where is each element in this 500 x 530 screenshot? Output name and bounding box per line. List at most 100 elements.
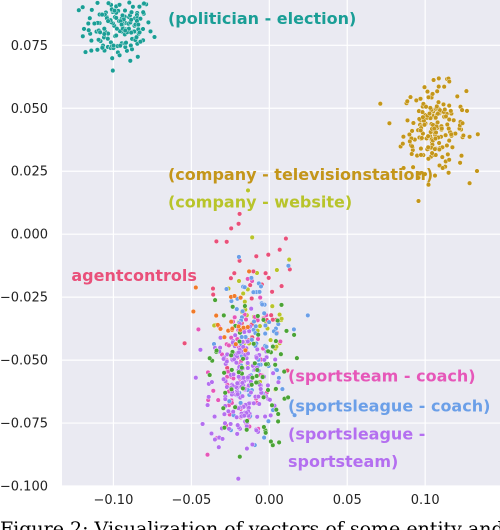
data-point [91, 21, 97, 27]
data-point [105, 0, 111, 6]
data-point [417, 171, 423, 177]
data-point [257, 289, 263, 295]
scatter-chart: (politician - election) (company - televi… [0, 0, 500, 508]
data-point [239, 334, 245, 340]
data-point [151, 34, 157, 40]
data-point [269, 303, 275, 309]
data-point [418, 152, 424, 158]
data-point [467, 180, 473, 186]
data-point [255, 336, 261, 342]
cluster-label: agentcontrols [71, 266, 197, 285]
data-point [249, 234, 255, 240]
data-point [231, 270, 237, 276]
data-point [231, 293, 237, 299]
data-point [268, 312, 274, 318]
data-point [242, 303, 248, 309]
series-points [207, 297, 300, 460]
data-point [221, 425, 227, 431]
data-point [249, 296, 255, 302]
data-point [240, 356, 246, 362]
data-point [273, 407, 279, 413]
data-point [116, 2, 122, 8]
data-point [213, 313, 219, 319]
series-points [377, 75, 481, 204]
data-point [261, 357, 267, 363]
data-point [279, 302, 285, 308]
data-point [214, 348, 220, 354]
data-point [228, 386, 234, 392]
data-point [258, 386, 264, 392]
data-point [193, 285, 199, 291]
data-point [459, 153, 465, 159]
data-point [141, 1, 147, 6]
data-point [240, 325, 246, 331]
data-point [441, 84, 447, 90]
data-point [257, 295, 263, 301]
data-point [219, 436, 225, 442]
data-point [436, 84, 442, 90]
data-point [274, 267, 280, 273]
data-point [284, 328, 290, 334]
data-point [407, 138, 413, 144]
data-point [433, 115, 439, 121]
data-point [147, 28, 153, 34]
data-point [222, 396, 228, 402]
data-point [253, 253, 259, 259]
data-point [206, 394, 212, 400]
data-point [279, 386, 285, 392]
data-point [117, 52, 123, 58]
data-point [221, 376, 227, 382]
data-point [226, 426, 232, 432]
data-point [236, 254, 242, 260]
data-point [82, 49, 88, 55]
data-point [418, 127, 424, 133]
data-point [239, 365, 245, 371]
data-point [261, 424, 267, 430]
data-point [80, 33, 86, 39]
data-point [305, 312, 311, 318]
data-point [244, 446, 250, 452]
data-point [449, 144, 455, 150]
data-point [423, 104, 429, 110]
data-point [446, 157, 452, 163]
data-point [254, 367, 260, 373]
data-point [226, 398, 232, 404]
data-point [247, 282, 253, 288]
data-point [128, 9, 134, 15]
y-tick-label: −0.100 [0, 480, 48, 495]
data-point [446, 170, 452, 176]
data-point [446, 126, 452, 132]
data-point [409, 128, 415, 134]
data-point [474, 168, 480, 174]
data-point [272, 357, 278, 363]
y-tick-label: 0.025 [11, 165, 48, 180]
data-point [235, 323, 241, 329]
data-point [224, 239, 230, 245]
data-point [234, 306, 240, 312]
data-point [263, 430, 269, 436]
data-point [283, 236, 289, 242]
data-point [452, 131, 458, 137]
data-point [242, 299, 248, 305]
data-point [267, 397, 273, 403]
data-point [193, 375, 199, 381]
data-point [207, 372, 213, 378]
data-point [212, 414, 218, 420]
data-point [463, 88, 469, 94]
data-point [221, 370, 227, 376]
data-point [232, 332, 238, 338]
data-point [229, 326, 235, 332]
data-point [250, 268, 256, 274]
y-tick-label: −0.050 [0, 354, 48, 369]
data-point [459, 107, 465, 113]
data-point [268, 337, 274, 343]
cluster-label: (sportsteam - coach) [288, 366, 476, 385]
data-point [215, 322, 221, 328]
data-point [292, 412, 298, 418]
data-point [133, 34, 139, 40]
data-point [430, 91, 436, 97]
data-point [241, 413, 247, 419]
data-point [242, 347, 248, 353]
data-points [76, 0, 481, 482]
data-point [76, 7, 82, 13]
